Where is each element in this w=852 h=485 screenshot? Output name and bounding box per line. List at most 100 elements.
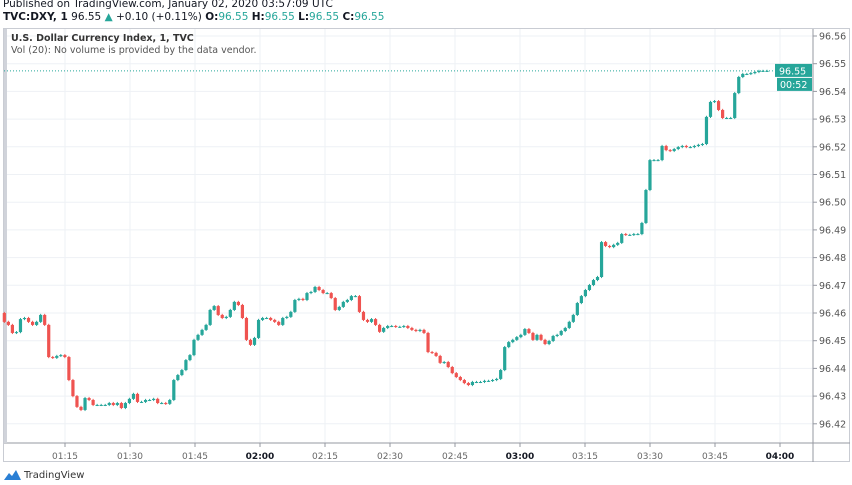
candle-up xyxy=(265,317,269,319)
candle-up xyxy=(575,303,579,315)
time-tick-label: 04:00 xyxy=(766,452,795,462)
candle-down xyxy=(277,321,281,325)
candle-up xyxy=(224,316,228,318)
triangle-up-icon: ▲ xyxy=(104,11,113,23)
candle-up xyxy=(14,332,19,334)
candle-up xyxy=(192,339,196,356)
time-tick-label: 02:15 xyxy=(312,452,338,462)
candle-down xyxy=(357,296,362,312)
candle-up xyxy=(700,144,705,146)
price-tick-label: 96.46 xyxy=(819,309,846,320)
price-tick-label: 96.45 xyxy=(819,336,846,347)
candle-up xyxy=(398,326,402,328)
candle-down xyxy=(119,403,123,409)
candle-up xyxy=(519,334,523,338)
candle-down xyxy=(608,245,612,248)
price-tick-label: 96.53 xyxy=(819,115,846,126)
countdown-bg xyxy=(777,77,812,91)
candle-down xyxy=(67,357,71,381)
candle-up xyxy=(648,160,652,191)
candle-up xyxy=(470,381,475,386)
time-tick-label: 03:15 xyxy=(572,452,598,462)
candle-down xyxy=(236,301,240,305)
time-tick-label: 02:00 xyxy=(246,452,275,462)
price-tick-label: 96.43 xyxy=(819,392,846,403)
candle-down xyxy=(317,286,321,291)
candle-up xyxy=(753,72,757,74)
candle-down xyxy=(91,399,95,405)
candle-down xyxy=(527,329,531,333)
candle-up xyxy=(708,101,713,117)
candle-down xyxy=(71,380,75,397)
current-price-label-bg xyxy=(775,63,812,77)
candle-up xyxy=(559,331,563,335)
published-info: Published on TradingView.com, January 02… xyxy=(3,0,333,10)
candle-up xyxy=(725,117,729,119)
candle-down xyxy=(301,298,305,300)
candle-down xyxy=(79,406,83,410)
tradingview-logo-icon xyxy=(4,470,21,480)
candle-down xyxy=(51,357,55,359)
candle-up xyxy=(289,311,293,317)
price-tick-label: 96.54 xyxy=(819,87,846,98)
candle-down xyxy=(156,398,160,404)
candle-up xyxy=(672,149,676,151)
candle-down xyxy=(216,306,220,315)
time-tick-label: 01:30 xyxy=(117,452,143,462)
candle-up xyxy=(196,334,200,340)
candle-down xyxy=(394,326,398,328)
candle-up xyxy=(325,293,329,295)
tradingview-logo[interactable]: TradingView xyxy=(4,470,84,481)
candle-down xyxy=(454,373,458,377)
candle-up xyxy=(188,355,192,361)
candle-up xyxy=(297,298,301,300)
candle-up xyxy=(745,73,749,75)
candle-up xyxy=(103,404,107,406)
time-tick-label: 01:45 xyxy=(182,452,208,462)
candle-down xyxy=(406,326,410,328)
candle-down xyxy=(365,319,370,322)
candle-down xyxy=(164,403,168,405)
candle-up xyxy=(491,380,495,382)
candle-up xyxy=(688,147,692,149)
candle-up xyxy=(535,334,539,340)
candle-down xyxy=(321,290,325,294)
candle-up xyxy=(176,375,180,381)
current-price-label: 96.55 xyxy=(779,66,806,77)
candle-down xyxy=(30,321,35,325)
candle-down xyxy=(422,329,426,333)
candle-up xyxy=(107,403,111,405)
candle-down xyxy=(361,311,366,320)
brand-name: TradingView xyxy=(24,470,85,481)
candle-up xyxy=(35,321,39,325)
candle-up xyxy=(495,378,499,381)
candle-up xyxy=(285,316,289,318)
candle-up xyxy=(95,404,99,406)
candle-up xyxy=(160,403,164,405)
candle-up xyxy=(628,234,632,236)
candle-up xyxy=(587,285,592,291)
candle-down xyxy=(273,319,277,322)
candle-up xyxy=(99,404,103,406)
candle-down xyxy=(244,317,249,340)
candle-up xyxy=(595,276,600,281)
candle-up xyxy=(741,73,745,77)
candle-up xyxy=(499,370,503,379)
candle-up xyxy=(337,306,341,310)
candle-up xyxy=(55,355,59,358)
time-tick-label: 03:30 xyxy=(637,452,663,462)
candle-up xyxy=(168,399,172,404)
candle-up xyxy=(704,116,709,145)
candle-up xyxy=(200,329,204,335)
candle-up xyxy=(729,117,733,119)
candle-down xyxy=(6,321,10,325)
candle-up xyxy=(632,234,636,236)
candle-up xyxy=(571,314,575,322)
candle-up xyxy=(123,403,127,409)
candle-up xyxy=(503,347,507,371)
candle-down xyxy=(664,145,668,151)
price-tick-label: 96.56 xyxy=(819,32,846,43)
candle-up xyxy=(293,299,297,312)
last-price: 96.55 xyxy=(71,11,102,23)
